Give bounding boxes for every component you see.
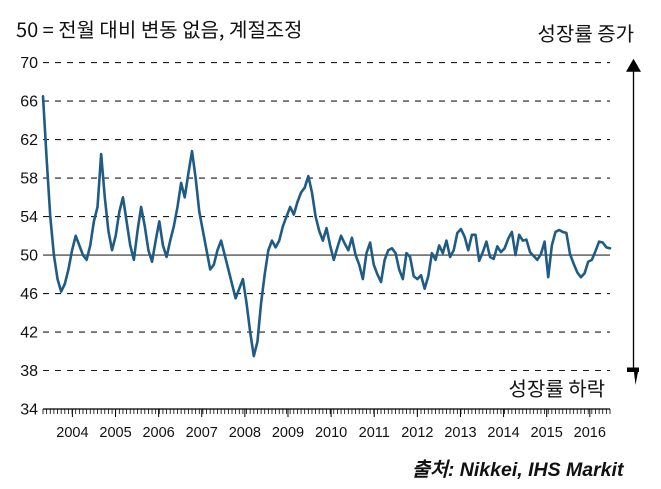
svg-text:54: 54 [20, 209, 38, 226]
svg-text:34: 34 [20, 402, 38, 419]
svg-text:2009: 2009 [272, 425, 304, 441]
svg-text:2015: 2015 [531, 425, 563, 441]
svg-text:2005: 2005 [99, 425, 131, 441]
svg-text:2007: 2007 [186, 425, 218, 441]
svg-text:62: 62 [20, 132, 38, 149]
svg-text:50: 50 [20, 248, 38, 265]
svg-text:42: 42 [20, 325, 38, 342]
svg-text:70: 70 [20, 55, 38, 72]
svg-text:2013: 2013 [444, 425, 476, 441]
svg-text:2004: 2004 [56, 425, 88, 441]
svg-text:38: 38 [20, 363, 38, 380]
svg-text:66: 66 [20, 94, 38, 111]
svg-text:2010: 2010 [315, 425, 347, 441]
svg-text:2006: 2006 [142, 425, 174, 441]
svg-text:46: 46 [20, 286, 38, 303]
svg-text:2012: 2012 [401, 425, 433, 441]
svg-text:2011: 2011 [359, 425, 390, 441]
svg-text:2016: 2016 [574, 425, 606, 441]
svg-text:2014: 2014 [487, 425, 519, 441]
svg-text:2008: 2008 [229, 425, 261, 441]
svg-text:58: 58 [20, 171, 38, 188]
